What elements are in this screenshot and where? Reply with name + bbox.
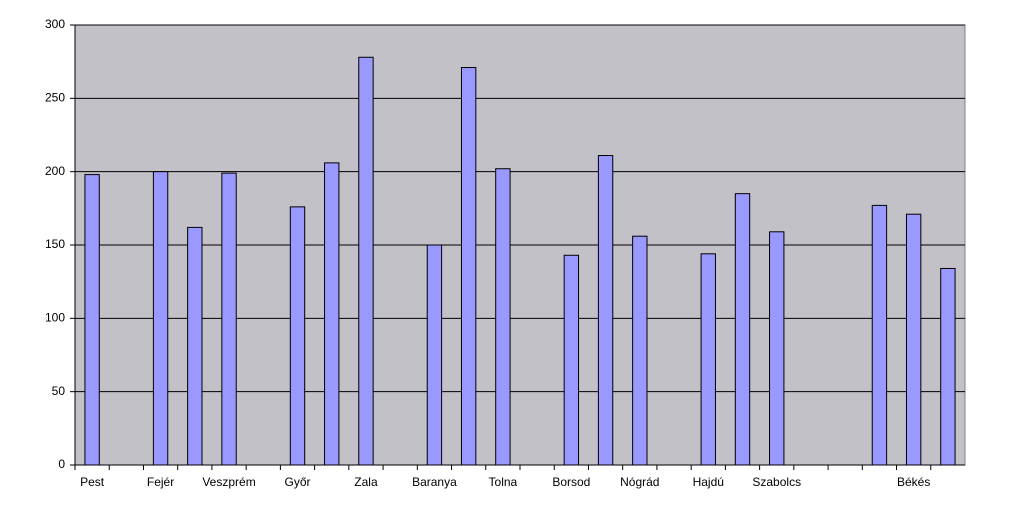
bar [769, 231, 785, 466]
y-tick-label: 250 [45, 91, 65, 105]
bar [152, 171, 169, 466]
x-tick-label: Hajdú [693, 475, 724, 489]
y-tick-label: 100 [45, 311, 65, 325]
bar [426, 244, 443, 466]
x-tick-label: Fejér [147, 475, 174, 489]
bar [563, 254, 580, 466]
bar [495, 168, 511, 466]
bar [940, 267, 956, 466]
x-tick-label: Nógrád [620, 475, 659, 489]
bar [460, 67, 477, 466]
bar [871, 204, 888, 466]
x-tick-label: Baranya [412, 475, 457, 489]
y-tick-label: 0 [58, 457, 65, 471]
bar [187, 226, 203, 466]
bar [324, 162, 340, 466]
bar [632, 235, 648, 466]
y-tick-label: 200 [45, 164, 65, 178]
x-tick-label: Zala [354, 475, 378, 489]
x-tick-label: Tolna [489, 475, 518, 489]
x-tick-label: Borsod [552, 475, 590, 489]
x-tick-label: Győr [284, 475, 310, 489]
bar [700, 253, 716, 466]
x-tick-label: Pest [80, 475, 105, 489]
y-tick-label: 300 [45, 17, 65, 31]
bar [221, 172, 237, 466]
x-tick-label: Szabolcs [752, 475, 801, 489]
y-tick-label: 150 [45, 237, 65, 251]
bar [358, 56, 374, 466]
y-tick-label: 50 [52, 384, 66, 398]
bar [734, 193, 751, 466]
x-tick-label: Veszprém [202, 475, 255, 489]
bar [84, 174, 100, 466]
x-tick-label: Békés [897, 475, 930, 489]
bar [597, 155, 614, 466]
bar [905, 213, 922, 466]
bar [289, 206, 306, 466]
